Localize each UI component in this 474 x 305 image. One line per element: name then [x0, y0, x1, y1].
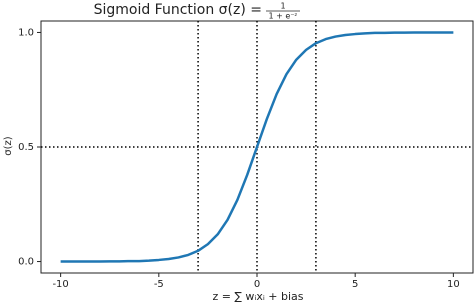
x-axis-label: z = ∑ wᵢxᵢ + bias [212, 290, 303, 303]
title-numerator: 1 [280, 2, 285, 11]
line-series [60, 31, 454, 263]
title-denominator: 1 + e⁻ᶻ [269, 12, 298, 21]
x-tick-label: 10 [447, 279, 460, 290]
y-tick-label: 0.5 [18, 142, 34, 153]
x-tick-label: -5 [154, 279, 164, 290]
x-tick-label: -10 [52, 279, 68, 290]
x-tick-label: 0 [254, 279, 260, 290]
x-tick-label: 5 [352, 279, 358, 290]
y-axis-label: σ(z) [3, 136, 14, 155]
chart-title: Sigmoid Function σ(z) = [94, 2, 262, 18]
y-tick-label: 0.0 [18, 257, 34, 268]
y-tick-label: 1.0 [18, 27, 34, 38]
